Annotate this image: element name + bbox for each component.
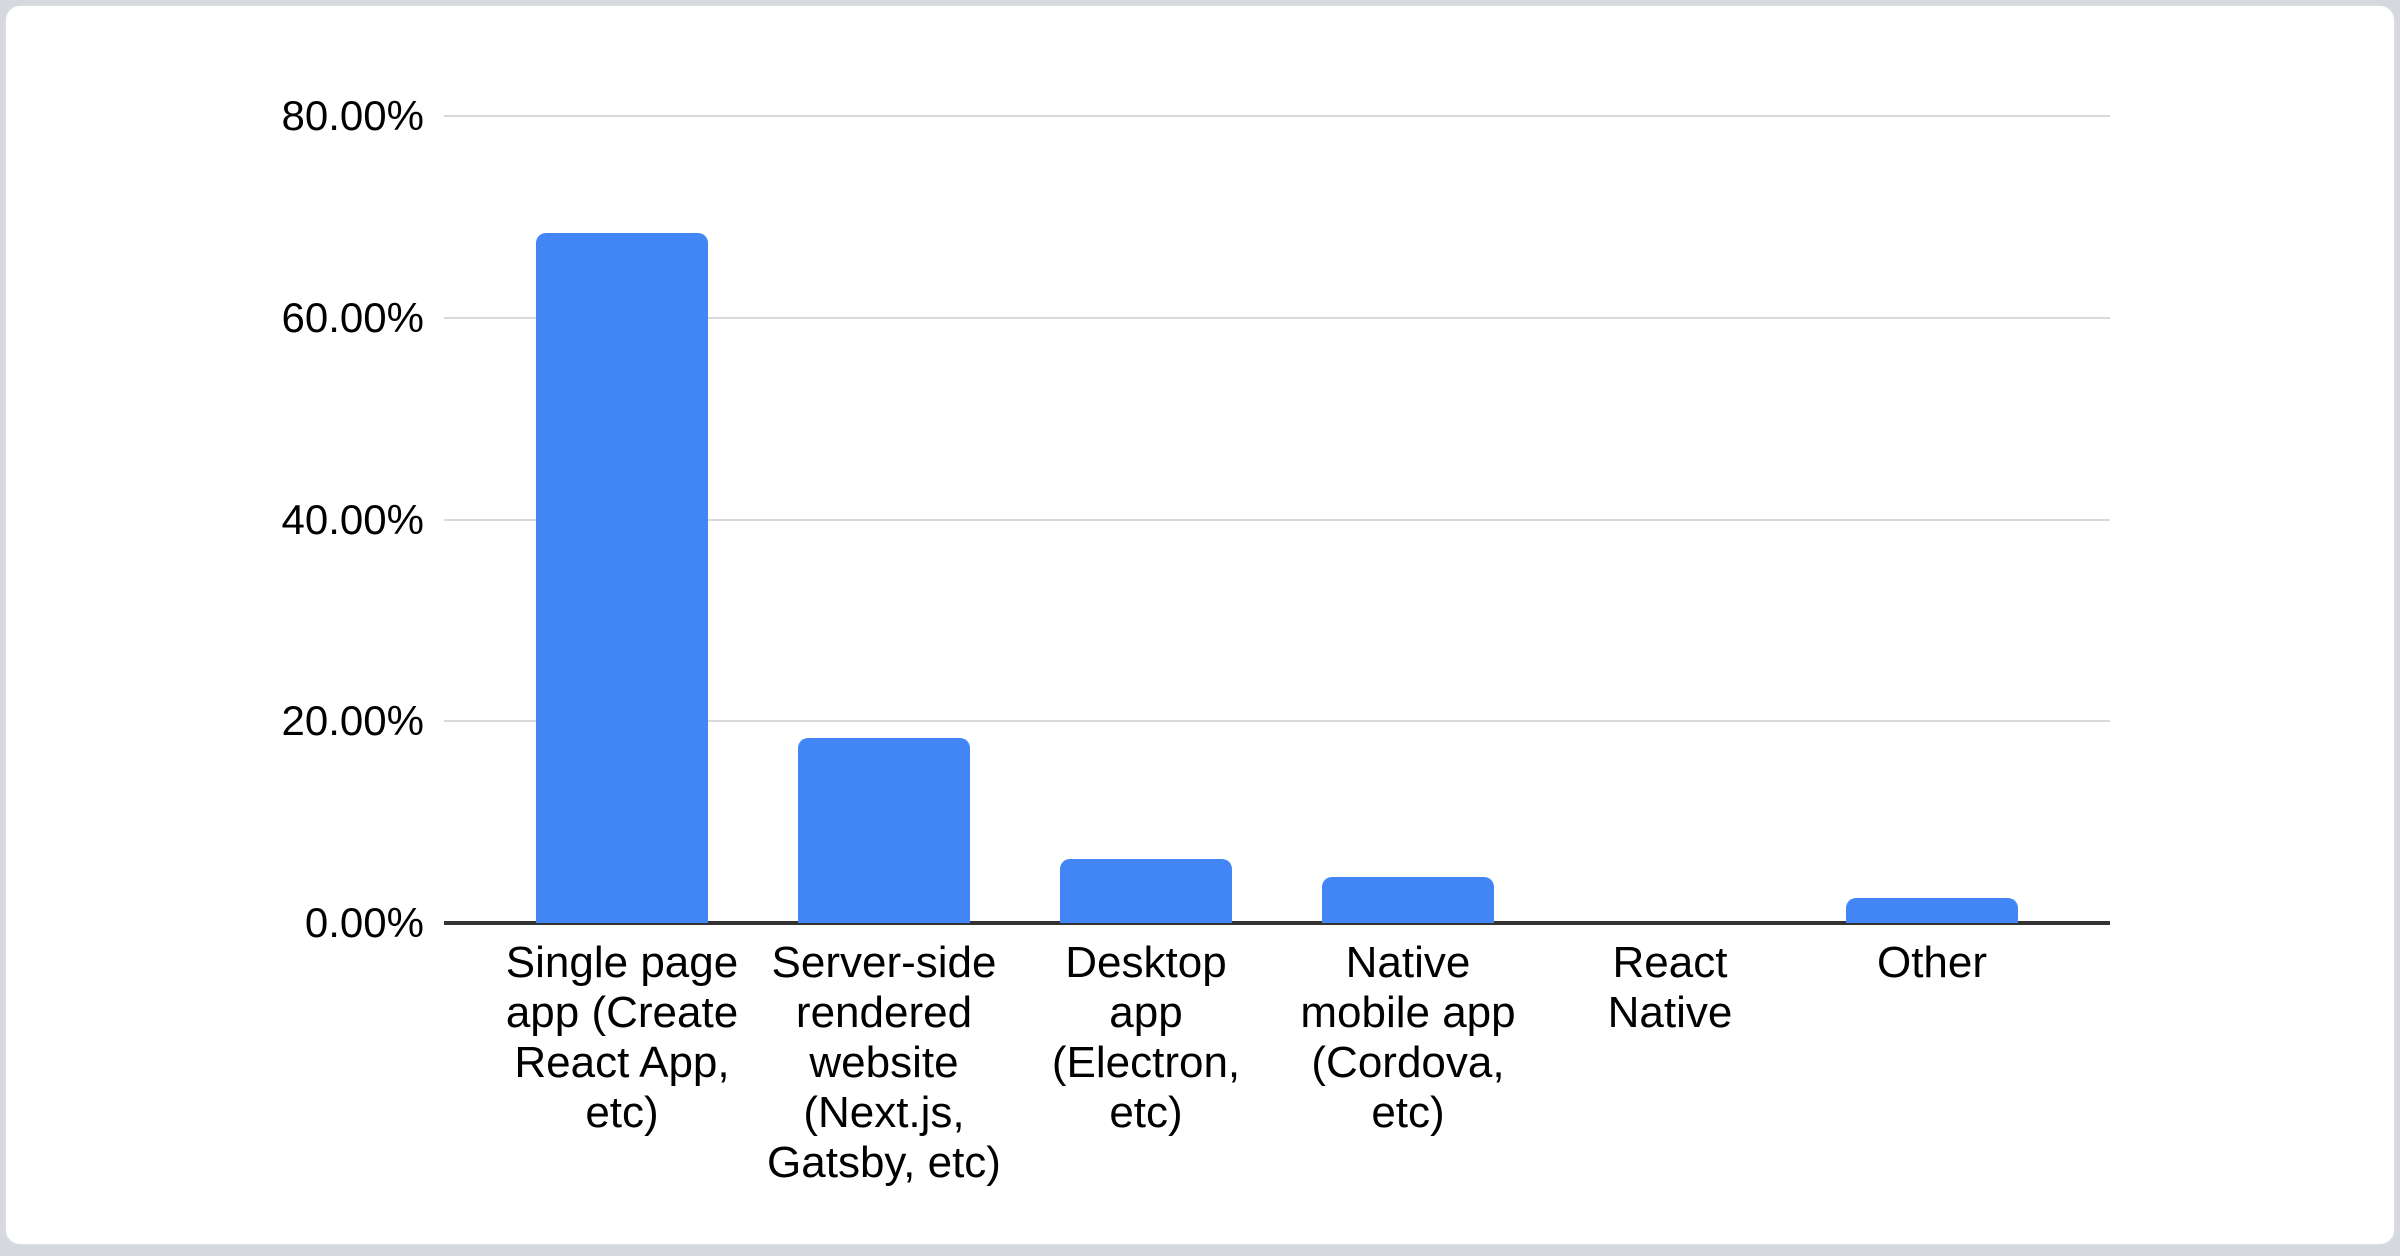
bar-native-mobile-app-cordova-etc	[1322, 877, 1494, 923]
x-category-label-react-native: React Native	[1607, 938, 1733, 1037]
gridline-20	[444, 720, 2110, 722]
y-tick-label-60: 60.00%	[281, 294, 424, 341]
y-tick-label-0: 0.00%	[304, 899, 424, 946]
gridline-40	[444, 519, 2110, 521]
x-axis-baseline	[444, 921, 2110, 925]
bar-other	[1846, 898, 2018, 923]
chart-card	[4, 4, 2396, 1246]
gridline-60	[444, 317, 2110, 319]
y-tick-label-40: 40.00%	[281, 496, 424, 543]
y-tick-label-20: 20.00%	[281, 697, 424, 744]
x-category-label-desktop-app-electron-etc: Desktop app (Electron, etc)	[1051, 938, 1241, 1137]
bar-single-page-app-create-react-app-etc	[536, 233, 708, 923]
bar-server-side-rendered-website-next-js-gatsby-etc	[798, 738, 970, 923]
x-category-label-other: Other	[1876, 938, 1988, 987]
y-tick-label-80: 80.00%	[281, 92, 424, 139]
gridline-80	[444, 115, 2110, 117]
bar-desktop-app-electron-etc	[1060, 859, 1232, 923]
x-category-label-single-page-app-create-react-app-etc: Single page app (Create React App, etc)	[505, 938, 739, 1137]
x-category-label-server-side-rendered-website-next-js-gatsby-etc: Server-side rendered website (Next.js, G…	[767, 938, 1001, 1187]
x-category-label-native-mobile-app-cordova-etc: Native mobile app (Cordova, etc)	[1300, 938, 1516, 1137]
